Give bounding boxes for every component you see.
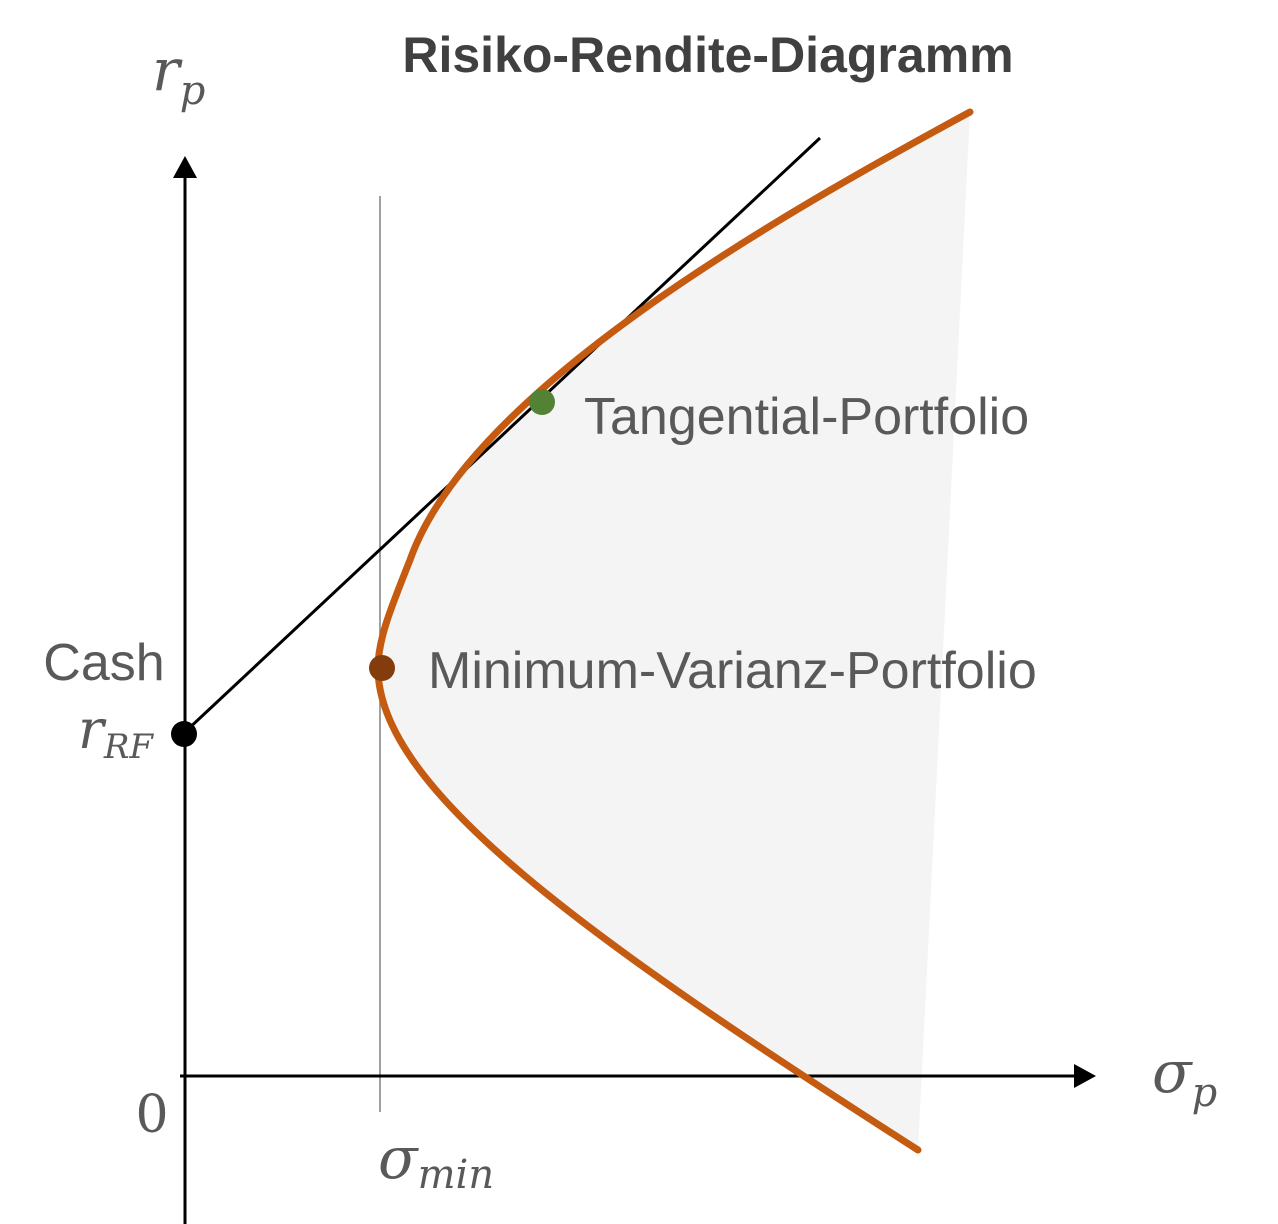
- tangential-portfolio-label: Tangential-Portfolio: [584, 388, 1029, 446]
- cash-point: [171, 721, 197, 747]
- y-axis-arrowhead: [173, 156, 197, 178]
- cash-label: Cash: [43, 634, 164, 692]
- x-axis-arrowhead: [1074, 1064, 1096, 1088]
- capital-market-line: [183, 136, 822, 734]
- sigma-min-label: σmin: [378, 1124, 494, 1198]
- chart-title: Risiko-Rendite-Diagramm: [402, 27, 1013, 83]
- feasible-region: [378, 112, 970, 1150]
- origin-label: 0: [135, 1085, 168, 1145]
- tangential-portfolio-point: [529, 389, 555, 415]
- minimum-variance-point: [369, 655, 395, 681]
- y-axis-label: rp: [152, 36, 205, 114]
- minimum-variance-label: Minimum-Varianz-Portfolio: [428, 642, 1037, 700]
- efficient-frontier: [374, 108, 974, 1154]
- risk-free-rate-label: rRF: [78, 698, 154, 767]
- x-axis-label: σp: [1152, 1038, 1217, 1116]
